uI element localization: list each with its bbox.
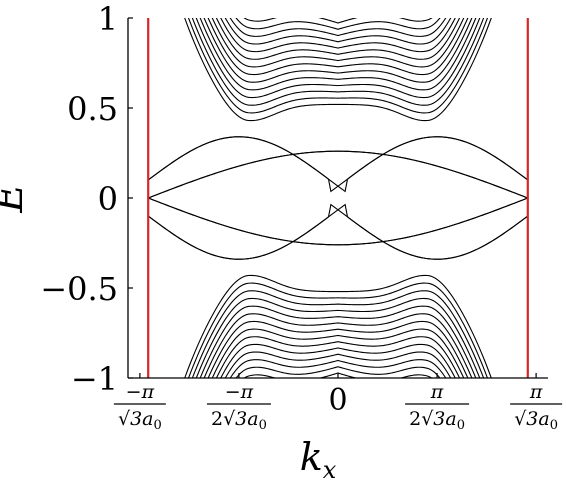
bulk-band-line: [229, 359, 447, 378]
x-tick-numerator: −π: [225, 381, 254, 403]
bulk-band-line: [215, 18, 461, 60]
plot-area: [128, 0, 548, 432]
bulk-band-line: [195, 18, 481, 99]
bulk-band-line: [128, 429, 548, 432]
axis-labels: E kx: [0, 183, 337, 482]
edge-state-line: [147, 136, 529, 193]
bulk-band-line: [128, 0, 548, 17]
edge-state-line: [148, 197, 528, 246]
x-tick-numerator: π: [529, 381, 543, 403]
x-tick-denominator: 2√3a0: [211, 408, 267, 433]
bulk-band-line: [128, 0, 548, 4]
bulk-band-line: [128, 423, 548, 432]
bulk-band-line: [128, 417, 548, 432]
bulk-band-line: [203, 313, 473, 378]
edge-state-line: [148, 150, 528, 199]
bulk-band-line: [235, 18, 441, 30]
bulk-band-line: [203, 18, 473, 83]
axes: [127, 18, 548, 379]
x-tick-denominator: √3a0: [118, 408, 162, 433]
bulk-band-line: [207, 18, 469, 76]
x-tick-numerator: π: [430, 381, 444, 403]
x-tick-label: −π 2√3a0: [206, 381, 271, 433]
bulk-band-line: [243, 18, 433, 24]
edge-state-line: [148, 197, 528, 246]
y-tick-label: 1: [98, 0, 118, 38]
y-tick-label: −0.5: [40, 270, 118, 308]
bulk-band-line: [224, 18, 452, 45]
y-tick-label: 0.5: [67, 90, 118, 128]
bulk-band-line: [199, 305, 477, 378]
edge-state-line: [147, 203, 529, 260]
bulk-band-line: [207, 320, 469, 378]
y-ticks: 1 0.5 0 −0.5 −1: [40, 0, 133, 398]
x-tick-label: 0: [328, 383, 347, 418]
x-tick-label: π √3a0: [510, 381, 563, 433]
bulk-band-line: [187, 282, 489, 378]
x-tick-denominator: 2√3a0: [409, 408, 465, 433]
x-tick-numerator: −π: [126, 381, 155, 403]
bulk-band-line: [224, 351, 452, 378]
bulk-band-line: [128, 0, 548, 10]
bulk-band-line: [191, 18, 485, 106]
bulk-band-line: [215, 336, 461, 378]
bulk-band-line: [220, 18, 456, 53]
bulk-band-line: [191, 290, 485, 378]
y-axis-label: E: [0, 183, 32, 213]
bulk-band-line: [184, 18, 492, 122]
edge-state-line: [147, 136, 529, 193]
y-tick-label: 0: [98, 180, 118, 218]
edge-state-line: [148, 150, 528, 199]
x-tick-label: −π √3a0: [113, 381, 166, 433]
bulk-band-line: [220, 343, 456, 378]
bulk-band-line: [229, 18, 447, 37]
bulk-band-line: [199, 18, 477, 91]
bulk-band-line: [184, 274, 492, 378]
bulk-band-line: [211, 328, 465, 378]
y-tick-label: −1: [71, 360, 118, 398]
x-axis-label: kx: [300, 435, 337, 482]
x-tick-label: π 2√3a0: [405, 381, 470, 433]
bulk-band-line: [195, 297, 481, 378]
bulk-band-line: [211, 18, 465, 68]
edge-state-line: [147, 203, 529, 260]
x-tick-denominator: √3a0: [514, 408, 558, 433]
x-ticks: −π √3a0 −π 2√3a0 0 π 2√3a0 π √3a0: [113, 373, 563, 433]
bulk-band-line: [187, 18, 489, 114]
bulk-band-line: [235, 366, 441, 378]
